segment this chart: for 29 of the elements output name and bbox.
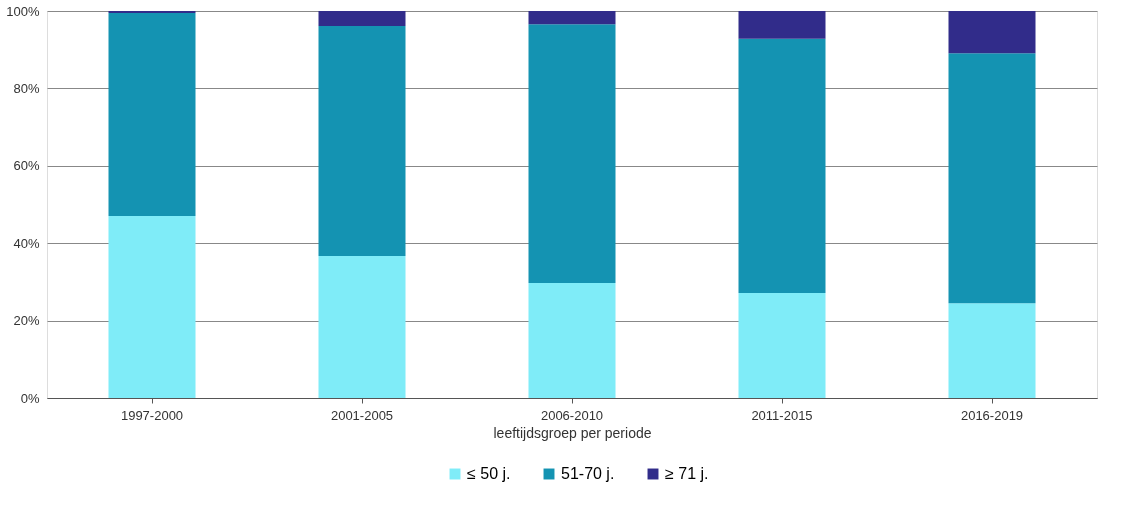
y-tick-label: 100% — [6, 3, 40, 19]
x-tick-label: 2016-2019 — [960, 407, 1024, 423]
bar — [948, 53, 1036, 304]
x-tick-label: 2001-2005 — [330, 407, 394, 423]
x-tick-label: 1997-2000 — [120, 407, 184, 423]
y-tick-label: 0% — [20, 390, 40, 406]
y-tick-label: 20% — [13, 313, 40, 329]
y-tick-label: 40% — [13, 235, 40, 251]
bar — [318, 26, 406, 256]
bar — [738, 11, 826, 39]
y-tick-label: 60% — [13, 158, 40, 174]
y-tick-label: 80% — [13, 80, 40, 96]
bar — [948, 303, 1036, 398]
legend-label: ≤ 50 j. — [467, 465, 511, 482]
bar — [948, 11, 1036, 54]
bar — [528, 283, 616, 398]
x-axis-title: leeftijdsgroep per periode — [493, 424, 652, 441]
bar — [318, 11, 406, 27]
bar — [528, 11, 616, 25]
bar — [528, 24, 616, 284]
legend-label: ≥ 71 j. — [665, 465, 709, 482]
legend-label: 51-70 j. — [561, 465, 615, 482]
bar — [108, 12, 196, 217]
bar — [738, 38, 826, 294]
bar — [738, 293, 826, 398]
x-tick-label: 2011-2015 — [751, 407, 813, 423]
bar — [108, 216, 196, 398]
x-tick-label: 2006-2010 — [540, 407, 604, 423]
bar — [318, 255, 406, 398]
